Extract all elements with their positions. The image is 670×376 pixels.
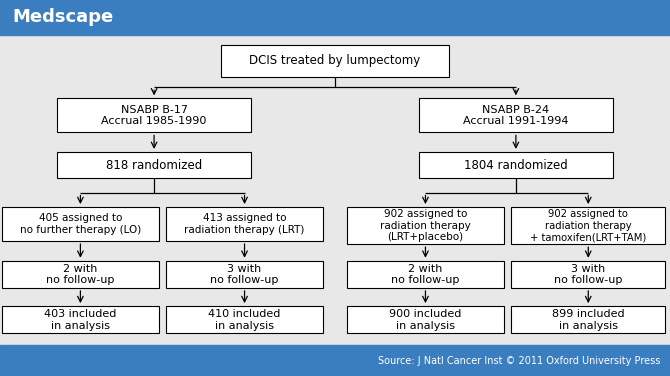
- Text: 413 assigned to
radiation therapy (LRT): 413 assigned to radiation therapy (LRT): [184, 213, 305, 235]
- Text: 3 with
no follow-up: 3 with no follow-up: [554, 264, 622, 285]
- FancyBboxPatch shape: [511, 306, 665, 334]
- Text: 403 included
in analysis: 403 included in analysis: [44, 309, 117, 331]
- FancyBboxPatch shape: [57, 98, 251, 132]
- Text: 3 with
no follow-up: 3 with no follow-up: [210, 264, 279, 285]
- Text: NSABP B-24
Accrual 1991-1994: NSABP B-24 Accrual 1991-1994: [463, 105, 569, 126]
- Text: DCIS treated by lumpectomy: DCIS treated by lumpectomy: [249, 55, 421, 67]
- Text: 902 assigned to
radiation therapy
+ tamoxifen(LRT+TAM): 902 assigned to radiation therapy + tamo…: [530, 209, 647, 242]
- FancyBboxPatch shape: [2, 261, 159, 288]
- FancyBboxPatch shape: [511, 261, 665, 288]
- FancyBboxPatch shape: [2, 306, 159, 334]
- FancyBboxPatch shape: [166, 207, 323, 241]
- Text: 902 assigned to
radiation therapy
(LRT+placebo): 902 assigned to radiation therapy (LRT+p…: [380, 209, 471, 242]
- Text: 899 included
in analysis: 899 included in analysis: [552, 309, 624, 331]
- FancyBboxPatch shape: [347, 207, 505, 244]
- FancyBboxPatch shape: [166, 306, 323, 334]
- FancyBboxPatch shape: [57, 152, 251, 178]
- Text: 1804 randomized: 1804 randomized: [464, 159, 567, 171]
- FancyBboxPatch shape: [221, 45, 449, 77]
- Text: 405 assigned to
no further therapy (LO): 405 assigned to no further therapy (LO): [20, 213, 141, 235]
- FancyBboxPatch shape: [166, 261, 323, 288]
- FancyBboxPatch shape: [2, 207, 159, 241]
- Text: NSABP B-17
Accrual 1985-1990: NSABP B-17 Accrual 1985-1990: [101, 105, 207, 126]
- Text: Source: J Natl Cancer Inst © 2011 Oxford University Press: Source: J Natl Cancer Inst © 2011 Oxford…: [378, 356, 660, 365]
- Bar: [0, 345, 670, 376]
- Text: 410 included
in analysis: 410 included in analysis: [208, 309, 281, 331]
- FancyBboxPatch shape: [347, 261, 505, 288]
- Text: 2 with
no follow-up: 2 with no follow-up: [46, 264, 115, 285]
- Text: Medscape: Medscape: [12, 8, 113, 26]
- Bar: [0, 0, 670, 35]
- FancyBboxPatch shape: [347, 306, 505, 334]
- FancyBboxPatch shape: [511, 207, 665, 244]
- FancyBboxPatch shape: [419, 152, 613, 178]
- Text: 900 included
in analysis: 900 included in analysis: [389, 309, 462, 331]
- Text: 2 with
no follow-up: 2 with no follow-up: [391, 264, 460, 285]
- Text: 818 randomized: 818 randomized: [106, 159, 202, 171]
- FancyBboxPatch shape: [419, 98, 613, 132]
